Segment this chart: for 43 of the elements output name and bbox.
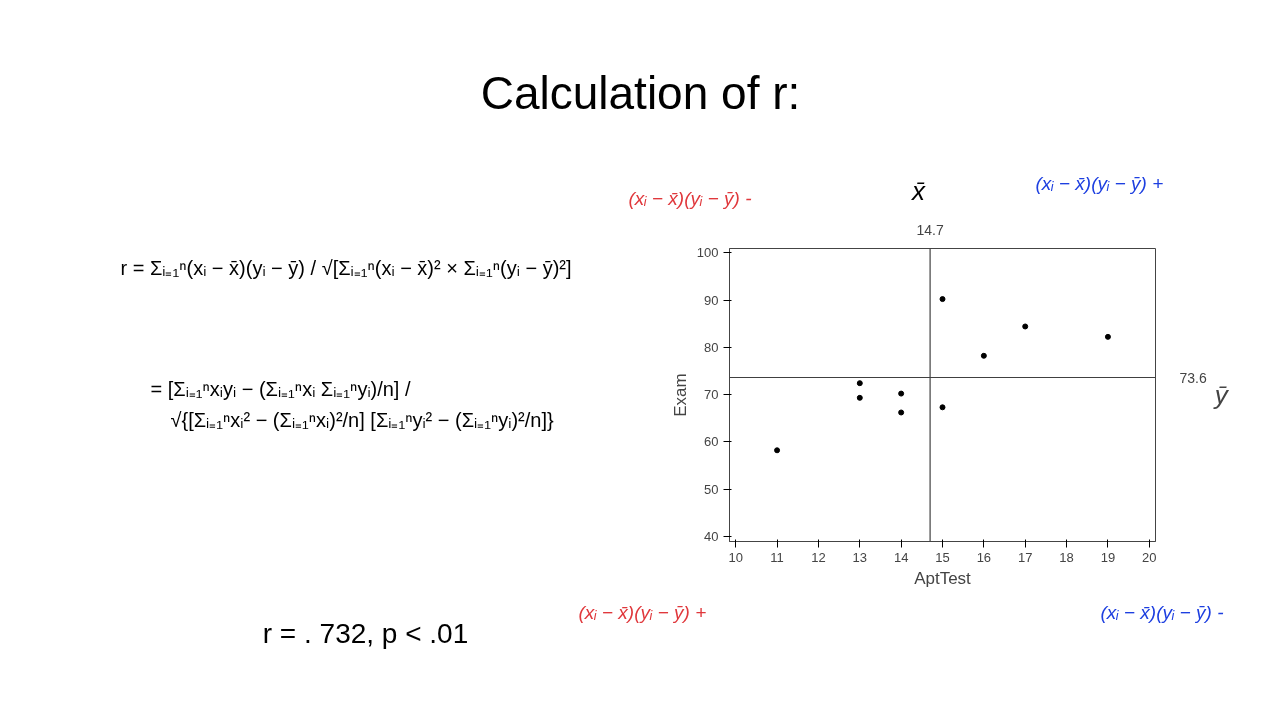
text: r = . 732, p < .01 [262, 618, 469, 649]
chart-title: Calculation of r: [480, 66, 801, 119]
y-tick-label: 50 [704, 481, 719, 497]
point [774, 447, 781, 454]
x-tick-label: 14 [893, 549, 909, 565]
point [898, 390, 905, 397]
text: (xᵢ − x̄)(yᵢ − ȳ) - [628, 188, 752, 209]
text: = [Σᵢ₌₁ⁿxᵢyᵢ − (Σᵢ₌₁ⁿxᵢ Σᵢ₌₁ⁿyᵢ)/n] / [150, 378, 411, 401]
y-tick-label: 90 [704, 292, 719, 308]
y-axis-title: Exam [670, 373, 690, 417]
y-tick-label: 80 [704, 339, 719, 355]
y-tick-label: 60 [704, 434, 719, 450]
point [1104, 333, 1111, 340]
y-tick-label: 40 [704, 528, 719, 544]
point [856, 394, 863, 401]
point [898, 409, 905, 416]
point [939, 404, 946, 411]
x-tick-label: 19 [1100, 549, 1116, 565]
text: √{[Σᵢ₌₁ⁿxᵢ² − (Σᵢ₌₁ⁿxᵢ)²/n] [Σᵢ₌₁ⁿyᵢ² − (Σᵢ₌₁ⁿyᵢ)²/n]} [170, 408, 554, 431]
text: (xᵢ − x̄)(yᵢ − ȳ) - [1100, 602, 1224, 623]
x-tick-label: 15 [935, 549, 950, 565]
y-tick-label: 70 [704, 387, 719, 403]
x-tick-label: 18 [1059, 549, 1074, 565]
point [939, 296, 946, 303]
ref-line-label: 14.7 [916, 221, 944, 238]
text: x̄ [910, 175, 926, 206]
x-tick-label: 11 [770, 549, 784, 565]
text: (xᵢ − x̄)(yᵢ − ȳ) + [1035, 173, 1164, 194]
x-tick-label: 20 [1142, 549, 1157, 565]
text: (xᵢ − x̄)(yᵢ − ȳ) + [578, 602, 707, 623]
x-axis-title: AptTest [914, 568, 972, 588]
x-tick-label: 13 [852, 549, 868, 565]
point [980, 352, 987, 359]
x-tick-label: 12 [811, 549, 826, 565]
x-tick-label: 16 [976, 549, 992, 565]
ref-line-label: 73.6 [1179, 369, 1207, 386]
y-tick-label: 100 [696, 245, 719, 261]
point [1022, 323, 1029, 330]
x-tick-label: 10 [728, 549, 743, 565]
text: r = Σᵢ₌₁ⁿ(xᵢ − x̄)(yᵢ − ȳ) / √[Σᵢ₌₁ⁿ(xᵢ − x̄)² × Σᵢ₌₁ⁿ(yᵢ − ȳ)²] [120, 256, 572, 279]
text: ȳ [1212, 380, 1230, 410]
x-tick-label: 17 [1017, 549, 1033, 565]
point [856, 380, 863, 387]
